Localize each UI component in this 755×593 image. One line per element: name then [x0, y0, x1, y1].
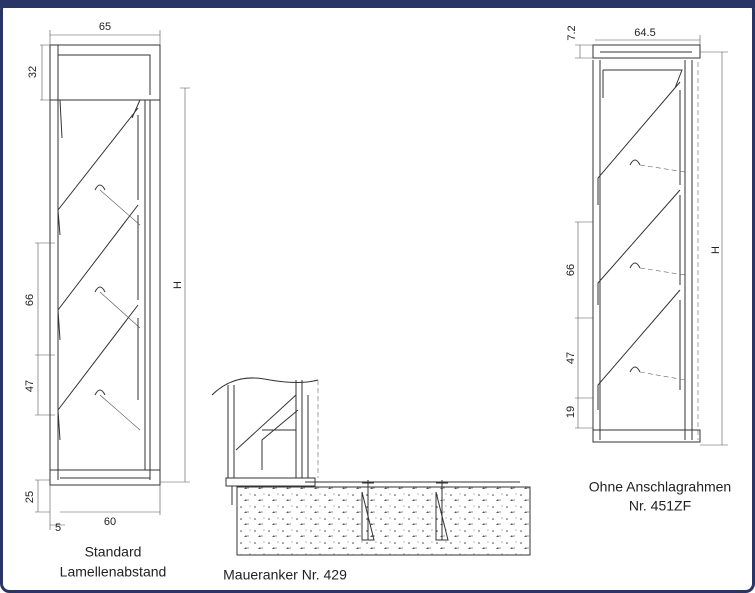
dimension: 66 — [565, 264, 577, 276]
caption: Maueranker Nr. 429 — [223, 567, 347, 583]
profile-without-frame — [575, 35, 728, 446]
dimension: 7.2 — [566, 25, 578, 40]
caption: Standard — [85, 544, 142, 560]
header-bar — [0, 0, 755, 8]
dimension: 32 — [27, 66, 39, 78]
dimension: 25 — [24, 491, 36, 503]
dimension: 47 — [24, 380, 36, 392]
dimension: H — [172, 281, 184, 289]
dimension: 64.5 — [634, 27, 655, 39]
dimension: 47 — [565, 352, 577, 364]
dimension: H — [710, 246, 722, 254]
standard-profile — [35, 30, 190, 530]
dimension: 60 — [104, 516, 116, 528]
wall-anchor-detail — [211, 377, 531, 556]
dimension: 19 — [565, 406, 577, 418]
dimension: 65 — [99, 21, 111, 33]
dimension: 5 — [55, 522, 61, 534]
dimension: 66 — [24, 294, 36, 306]
caption: Nr. 451ZF — [629, 498, 691, 514]
caption: Ohne Anschlagrahmen — [589, 479, 731, 495]
caption: Lamellenabstand — [60, 564, 167, 580]
